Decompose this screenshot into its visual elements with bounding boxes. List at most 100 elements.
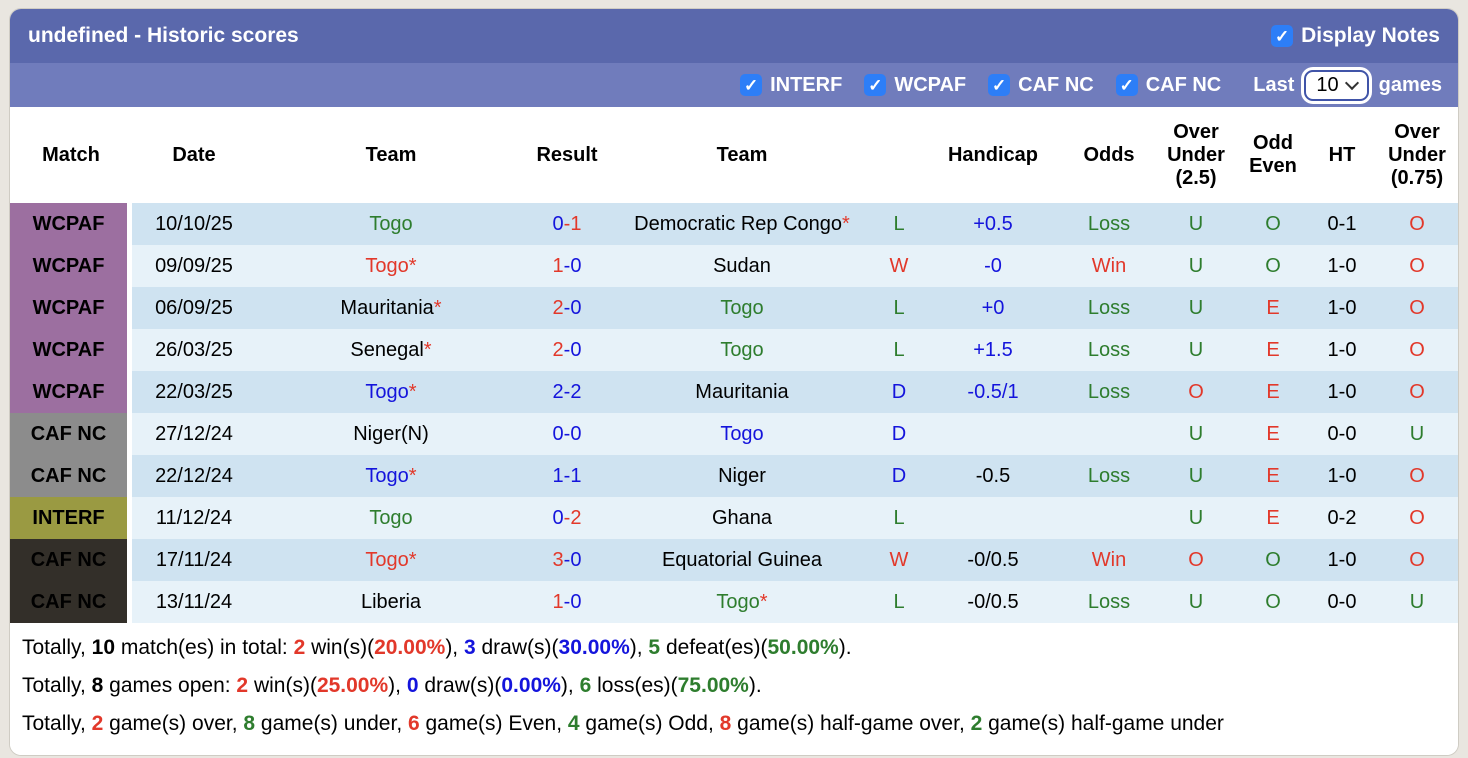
half-time-score: 1-0 xyxy=(1308,539,1376,581)
column-header-11: Over Under (0.75) xyxy=(1388,120,1446,189)
match-date: 06/09/25 xyxy=(132,287,256,329)
team-name: Togo xyxy=(369,506,413,529)
column-header-5 xyxy=(876,107,922,203)
home-team-cell: Togo * xyxy=(256,245,526,287)
match-competition-badge: CAF NC xyxy=(10,539,132,581)
filter-label: CAF NC xyxy=(1018,73,1094,96)
home-score: 2 xyxy=(552,380,564,403)
match-date: 11/12/24 xyxy=(132,497,256,539)
over-under-075: O xyxy=(1376,245,1458,287)
table-body: WCPAF 10/10/25 Togo 0 -1 Democratic Rep Congo… xyxy=(10,203,1458,623)
table-row: WCPAF 10/10/25 Togo 0 -1 Democratic Rep Congo… xyxy=(10,203,1458,245)
filter-caf-nc[interactable]: ✓ CAF NC xyxy=(1115,74,1221,97)
result-score: 1 -0 xyxy=(526,245,608,287)
star-marker: * xyxy=(433,296,442,319)
home-score: 0 xyxy=(552,212,564,235)
over-under-075: U xyxy=(1376,581,1458,623)
handicap-value: +1.5 xyxy=(922,329,1064,371)
chevron-down-icon xyxy=(1344,75,1359,91)
summary-text: 0.00% xyxy=(501,674,561,697)
wld-letter: W xyxy=(876,539,922,581)
home-score: 3 xyxy=(552,548,564,571)
half-time-score: 1-0 xyxy=(1308,329,1376,371)
summary-text: games open: xyxy=(103,674,237,697)
odd-even: E xyxy=(1238,455,1308,497)
table-row: WCPAF 06/09/25 Mauritania * 2 -0 Togo L +0 Loss U E… xyxy=(10,287,1458,329)
odds-result: Win xyxy=(1064,539,1154,581)
checkbox-checked-icon[interactable]: ✓ xyxy=(988,74,1011,96)
match-date: 22/12/24 xyxy=(132,455,256,497)
home-team-cell: Togo * xyxy=(256,455,526,497)
odd-even: O xyxy=(1238,539,1308,581)
away-team-cell: Democratic Rep Congo * xyxy=(608,203,876,245)
summary-text: ), xyxy=(560,674,580,697)
filter-interf[interactable]: ✓ INTERF xyxy=(740,74,842,97)
checkbox-checked-icon[interactable]: ✓ xyxy=(740,74,763,96)
over-under-25: U xyxy=(1154,287,1238,329)
odd-even: E xyxy=(1238,371,1308,413)
over-under-075: O xyxy=(1376,455,1458,497)
result-score: 0 -2 xyxy=(526,497,608,539)
handicap-value: -0.5/1 xyxy=(922,371,1064,413)
result-score: 2 -0 xyxy=(526,329,608,371)
match-date: 13/11/24 xyxy=(132,581,256,623)
odds-result: Loss xyxy=(1064,329,1154,371)
over-under-075: O xyxy=(1376,497,1458,539)
filter-label: WCPAF xyxy=(894,73,967,96)
filter-caf-nc[interactable]: ✓ CAF NC xyxy=(988,74,1094,97)
wld-letter: L xyxy=(876,497,922,539)
odds-result xyxy=(1064,497,1154,539)
filter-wcpaf[interactable]: ✓ WCPAF xyxy=(864,74,966,97)
summary-text: 8 xyxy=(719,712,732,735)
away-team-cell: Equatorial Guinea xyxy=(608,539,876,581)
summary-text: 75.00% xyxy=(677,674,749,697)
over-under-075: U xyxy=(1376,413,1458,455)
table-row: CAF NC 27/12/24 Niger(N) 0 -0 Togo D U E 0-0 U xyxy=(10,413,1458,455)
over-under-25: U xyxy=(1154,413,1238,455)
table-header-row: Match Date Team Result Team Handicap Odds Over … xyxy=(10,107,1458,203)
half-time-score: 1-0 xyxy=(1308,287,1376,329)
star-marker: * xyxy=(408,548,417,571)
summary-text: game(s) half-game over, xyxy=(731,712,971,735)
summary-text: 20.00% xyxy=(374,636,446,659)
handicap-value xyxy=(922,413,1064,455)
summary-text: 10 xyxy=(91,636,115,659)
summary-line-1: Totally, 10 match(es) in total: 2 win(s)… xyxy=(22,629,1446,667)
checkbox-checked-icon[interactable]: ✓ xyxy=(1271,25,1294,47)
column-header-4: Team xyxy=(716,143,768,166)
odd-even: E xyxy=(1238,413,1308,455)
result-score: 0 -1 xyxy=(526,203,608,245)
away-score: -1 xyxy=(563,212,582,235)
handicap-value: -0/0.5 xyxy=(922,581,1064,623)
over-under-25: U xyxy=(1154,497,1238,539)
last-games-control: Last 10 games xyxy=(1253,69,1442,101)
result-score: 3 -0 xyxy=(526,539,608,581)
summary-text: game(s) Even, xyxy=(419,712,568,735)
odds-result xyxy=(1064,413,1154,455)
half-time-score: 1-0 xyxy=(1308,245,1376,287)
summary-text: 8 xyxy=(91,674,104,697)
display-notes-toggle[interactable]: ✓ Display Notes xyxy=(1271,24,1440,48)
match-competition-badge: CAF NC xyxy=(10,455,132,497)
odd-even: O xyxy=(1238,203,1308,245)
column-header-8: Over Under (2.5) xyxy=(1167,120,1225,189)
title-bar: undefined - Historic scores ✓ Display No… xyxy=(10,9,1458,63)
star-marker: * xyxy=(759,590,768,613)
summary-text: 25.00% xyxy=(316,674,389,697)
home-team-cell: Senegal * xyxy=(256,329,526,371)
match-competition-badge: INTERF xyxy=(10,497,132,539)
match-date: 22/03/25 xyxy=(132,371,256,413)
games-count-select[interactable]: 10 xyxy=(1304,69,1369,101)
checkbox-checked-icon[interactable]: ✓ xyxy=(1115,74,1138,96)
handicap-value: -0/0.5 xyxy=(922,539,1064,581)
checkbox-checked-icon[interactable]: ✓ xyxy=(864,74,887,96)
column-header-10: HT xyxy=(1328,143,1356,166)
match-date: 17/11/24 xyxy=(132,539,256,581)
odd-even: O xyxy=(1238,245,1308,287)
games-label: games xyxy=(1378,73,1442,96)
home-score: 1 xyxy=(552,464,564,487)
over-under-25: U xyxy=(1154,245,1238,287)
match-date: 09/09/25 xyxy=(132,245,256,287)
summary-text: Totally, xyxy=(22,674,92,697)
summary-text: Totally, xyxy=(22,712,92,735)
